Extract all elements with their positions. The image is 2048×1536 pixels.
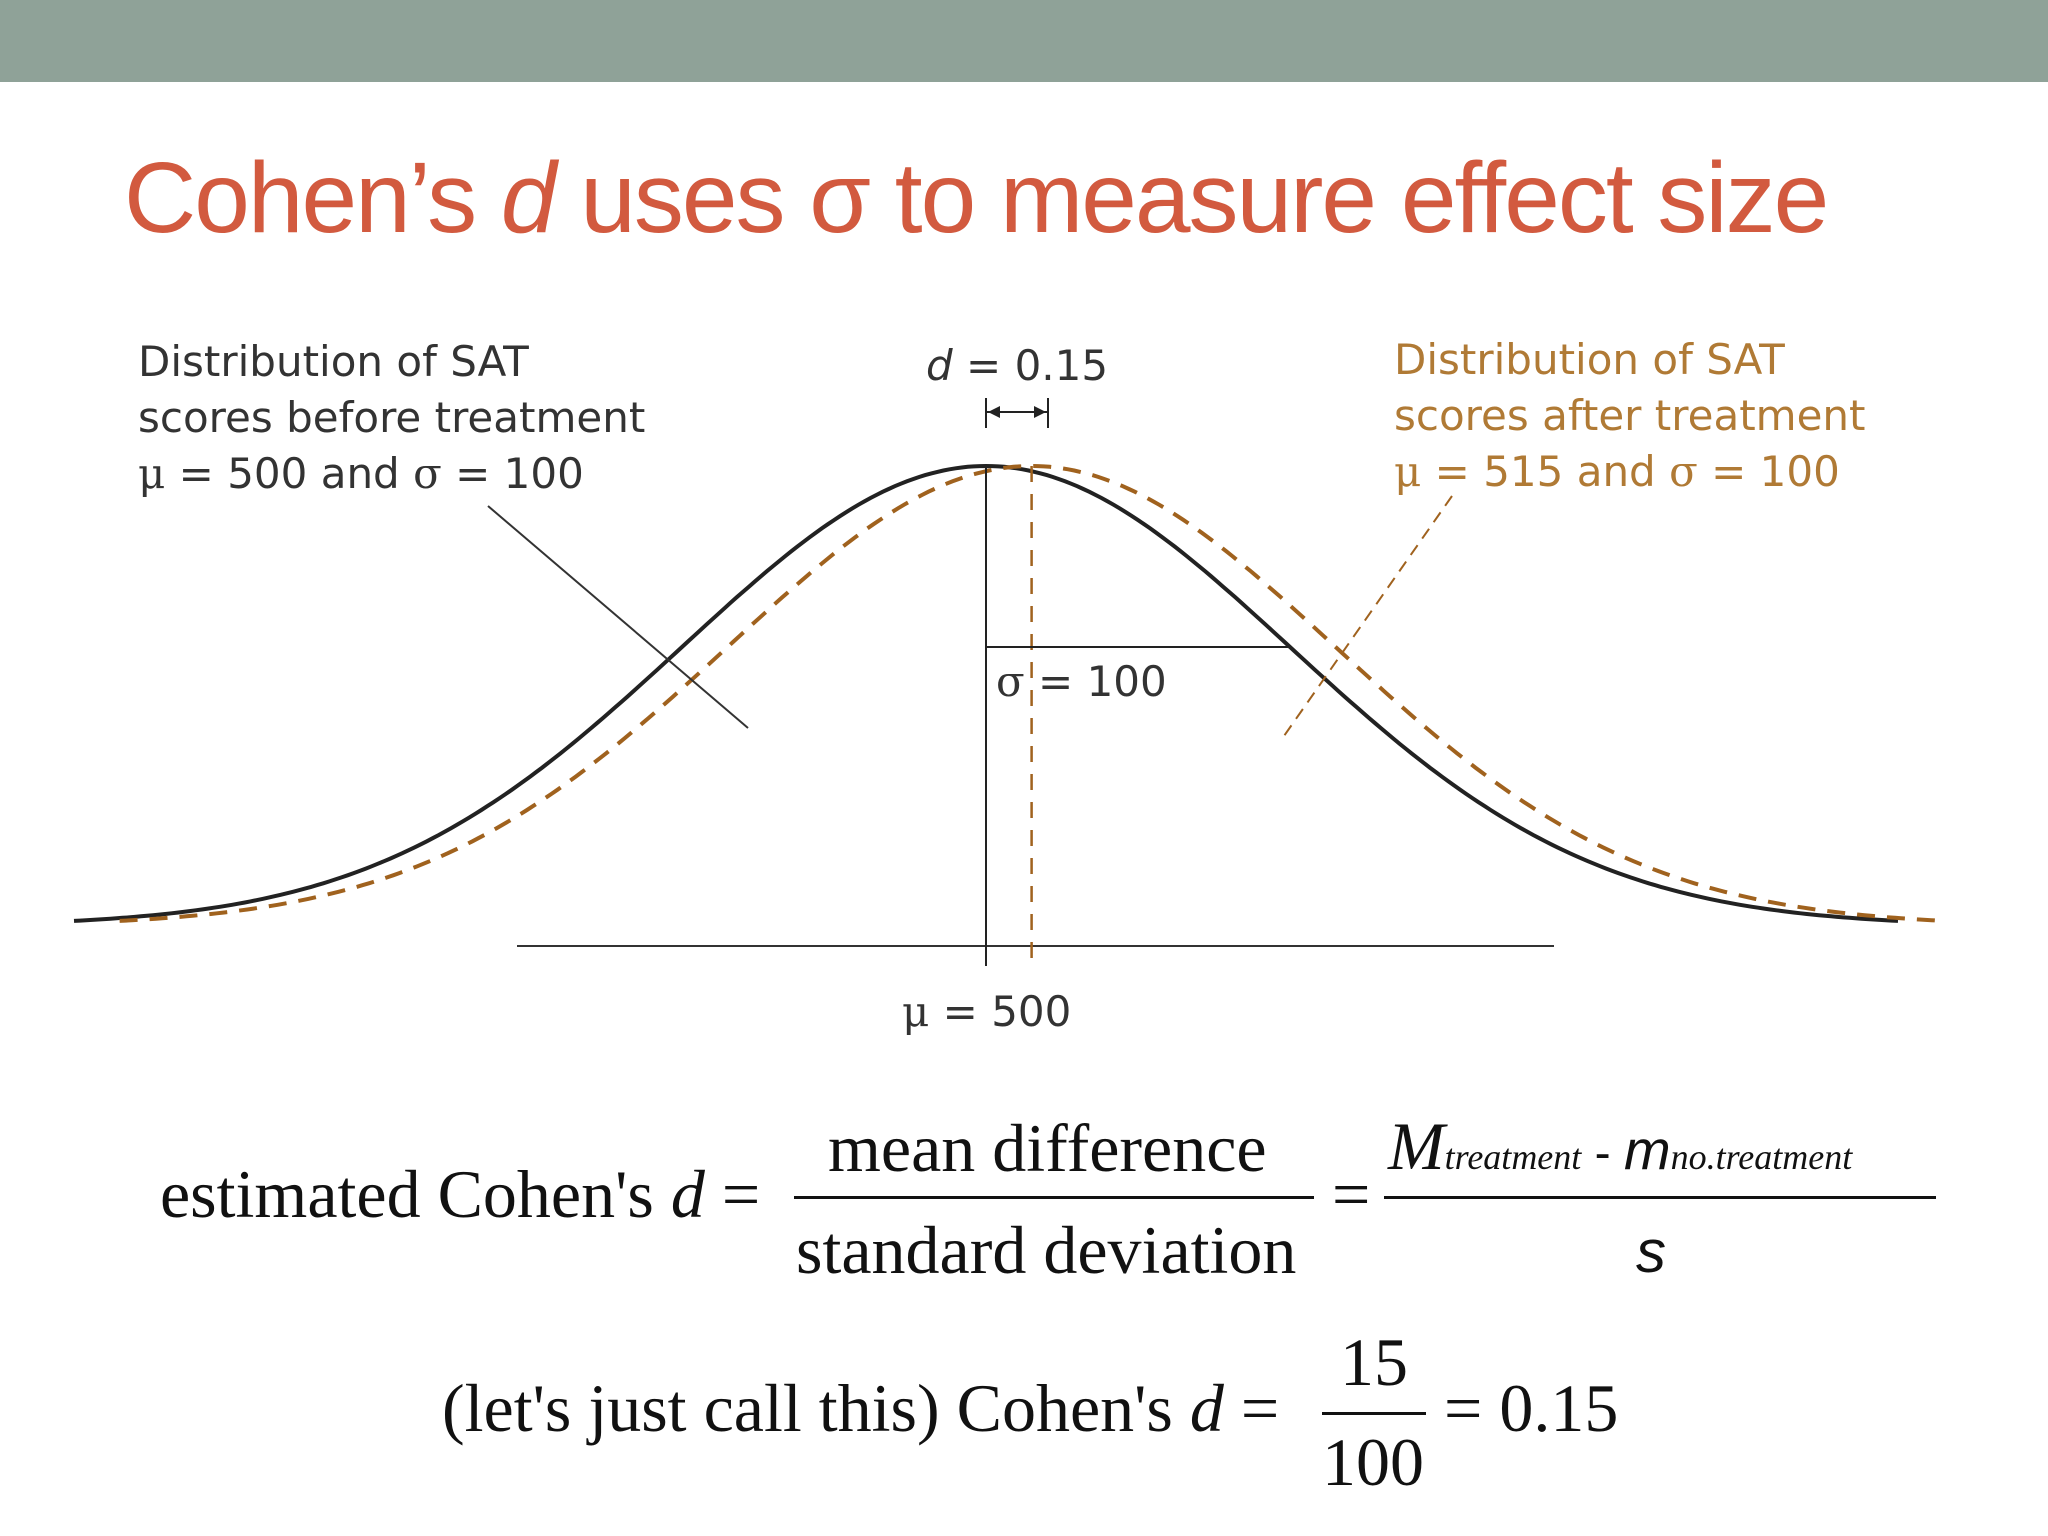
sigma-value: = 100 [1024, 657, 1167, 706]
formula2-lhs-var: d [1189, 1370, 1224, 1446]
left-label-sd: = 100 [441, 449, 584, 498]
formula1-fraction-bar2 [1384, 1196, 1936, 1199]
right-label-leader [1283, 495, 1453, 737]
formula2-numerator: 15 [1340, 1324, 1408, 1400]
formula2-denominator: 100 [1322, 1424, 1424, 1500]
title-part-1: Cohen’s [124, 142, 501, 254]
formula1-lhs-var: d [670, 1156, 705, 1232]
formula2-result: = 0.15 [1444, 1370, 1619, 1446]
treatment-subscript: treatment [1444, 1137, 1582, 1177]
formula1-equals: = [704, 1156, 761, 1232]
mean-no-treatment-symbol: m [1623, 1118, 1671, 1181]
formula1-fraction-bar [794, 1196, 1314, 1199]
formula2-fraction-bar [1322, 1412, 1426, 1415]
right-label-mean: = 515 and [1421, 447, 1670, 496]
left-label: Distribution of SAT scores before treatm… [138, 334, 645, 502]
top-bar [0, 0, 2048, 82]
mu-label: μ = 500 [902, 984, 1071, 1040]
left-label-mean: = 500 and [165, 449, 414, 498]
left-label-line2: scores before treatment [138, 393, 646, 442]
sigma-symbol: σ [413, 449, 442, 498]
right-label-sd: = 100 [1697, 447, 1840, 496]
d-variable: d [926, 341, 953, 390]
curve-after-treatment [119, 463, 1944, 923]
d-bracket-left-arrow [988, 406, 1000, 418]
sigma-label: σ = 100 [996, 654, 1167, 710]
formula1-equals2: = [1332, 1156, 1371, 1232]
right-label-line1: Distribution of SAT [1394, 335, 1785, 384]
formula2-lhs-text: (let's just call this) Cohen's [442, 1370, 1190, 1446]
mu-value: = 500 [929, 987, 1072, 1036]
mu-symbol: μ [138, 449, 166, 498]
mu-symbol: μ [902, 987, 930, 1036]
formula1-lhs: estimated Cohen's d = [160, 1156, 760, 1232]
d-bracket-right-arrow [1034, 406, 1046, 418]
right-label-line3: μ = 515 and σ = 100 [1394, 444, 1866, 500]
formula1-numerator: mean difference [828, 1110, 1267, 1186]
mean-treatment-symbol: M [1388, 1108, 1445, 1184]
formula2-equals: = [1223, 1370, 1280, 1446]
mu-symbol: μ [1394, 447, 1422, 496]
formula1-denominator: standard deviation [796, 1212, 1297, 1288]
no-treatment-subscript: no.treatment [1670, 1137, 1853, 1177]
right-label: Distribution of SAT scores after treatme… [1394, 332, 1866, 500]
title-part-2: uses σ to measure effect size [554, 142, 1829, 254]
slide-title: Cohen’s d uses σ to measure effect size [124, 138, 1829, 258]
formula1-numerator2: Mtreatment - mno.treatment [1388, 1108, 1852, 1195]
sigma-symbol: σ [1669, 447, 1698, 496]
d-label: d = 0.15 [926, 338, 1108, 394]
right-label-line2: scores after treatment [1394, 391, 1866, 440]
formula1-lhs-text: estimated Cohen's [160, 1156, 671, 1232]
left-label-line1: Distribution of SAT [138, 337, 529, 386]
formula2-lhs: (let's just call this) Cohen's d = [442, 1370, 1279, 1446]
d-value: = 0.15 [952, 341, 1109, 390]
title-variable: d [500, 142, 557, 254]
left-label-leader [487, 505, 749, 729]
minus-sign: - [1581, 1127, 1624, 1180]
formula1-denominator2: s [1636, 1218, 1666, 1285]
left-label-line3: μ = 500 and σ = 100 [138, 446, 645, 502]
sigma-symbol: σ [996, 657, 1025, 706]
